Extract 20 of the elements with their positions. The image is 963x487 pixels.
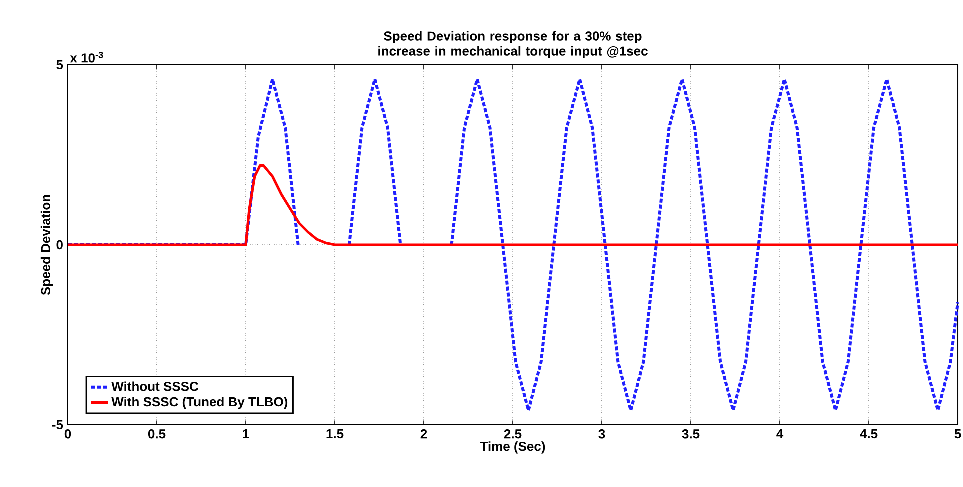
legend-label: Without SSSC	[112, 382, 199, 392]
x-tick-label: 1	[243, 430, 250, 438]
x-axis-title: Time (Sec)	[480, 442, 546, 454]
x-tick-label: 5	[954, 430, 962, 439]
y-tick-label: 5	[56, 60, 64, 70]
x-tick-label: 4	[776, 430, 784, 438]
x-tick-label: 3.5	[682, 430, 700, 439]
x-tick-label: 3	[598, 430, 606, 439]
x-tick-label: 1.5	[326, 430, 344, 439]
legend-label: With SSSC (Tuned By TLBO)	[112, 397, 288, 410]
chart-title: Speed Deviation response for a 30% step increase in mechanical torque input @1sec	[378, 31, 648, 58]
y-axis-title: Speed Deviation	[40, 195, 54, 296]
x-tick-label: 4.5	[860, 430, 878, 439]
text: x 10$^{-3}$	[70, 52, 104, 63]
x-tick-label: 0	[64, 430, 72, 439]
x-tick-label: 2.5	[504, 430, 522, 439]
y-tick-label: 0	[56, 240, 63, 250]
x-tick-label: 2	[420, 430, 428, 439]
y-tick-label: -5	[52, 420, 64, 430]
x-tick-label: 0.5	[148, 430, 166, 439]
